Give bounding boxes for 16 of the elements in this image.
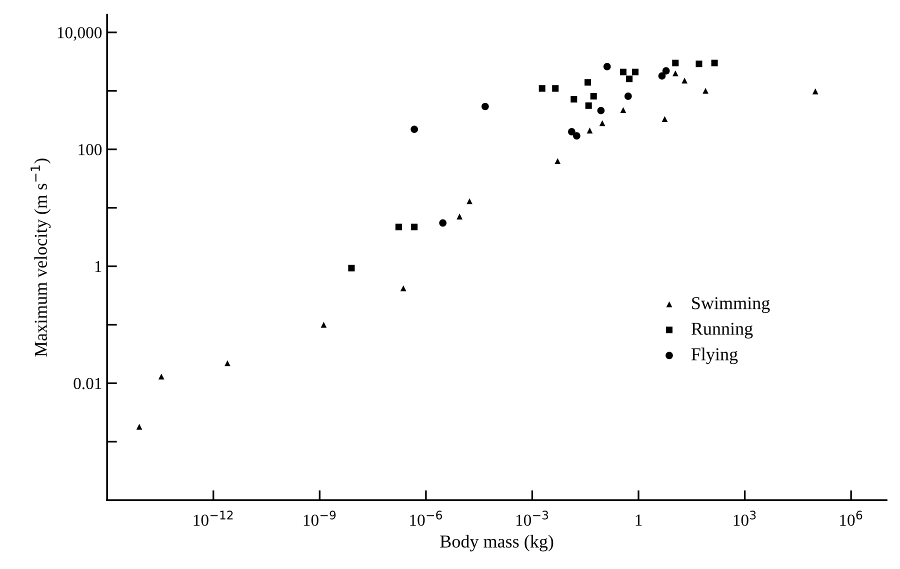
y-tick-label: 0.01 (74, 378, 102, 390)
y-tick-label: 100 (78, 144, 102, 156)
x-tick-label: 10$^{−9}$ (304, 510, 336, 526)
y-tick-label: 1 (95, 261, 102, 272)
x-tick-label: 10$^{3}$ (734, 510, 756, 526)
x-tick-label: 10$^{−12}$ (194, 510, 233, 526)
x-tick-label: 10$^{−3}$ (516, 510, 548, 526)
legend-label: Running (691, 322, 753, 339)
y-axis-title: Maximum velocity (m s$^{−1}$) (30, 158, 51, 357)
legend-label: Flying (691, 348, 738, 364)
y-tick-label: 10,000 (58, 27, 102, 41)
x-tick-label: 1 (636, 514, 642, 526)
x-tick-label: 10$^{6}$ (840, 510, 862, 526)
legend-label: Swimming (692, 297, 770, 313)
x-axis-title: Body mass (kg) (440, 534, 554, 552)
x-tick-label: 10$^{−6}$ (410, 510, 442, 526)
